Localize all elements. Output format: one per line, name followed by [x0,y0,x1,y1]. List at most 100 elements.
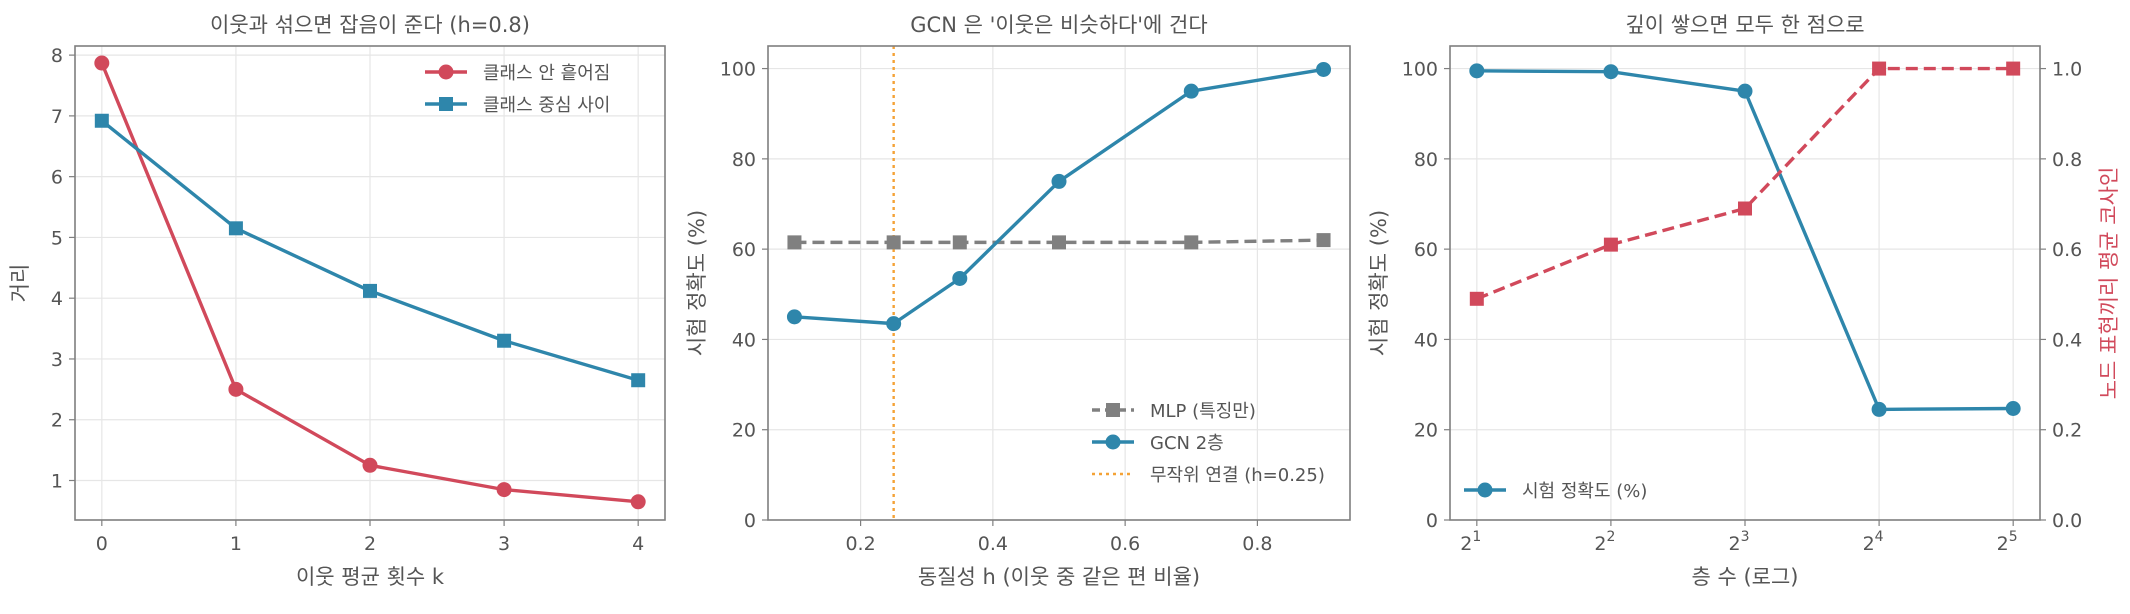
x-tick-label: 25 [1997,529,2018,555]
data-point [228,381,244,397]
y-tick-label: 40 [732,329,756,351]
x-tick-label: 21 [1460,529,1481,555]
y-tick-label: 7 [51,106,63,128]
y-axis-right-label: 노드 표현끼리 평균 코사인 [2097,167,2121,400]
legend-label: MLP (특징만) [1150,401,1256,422]
y-tick-label: 1 [51,471,63,493]
data-point [2006,61,2021,76]
y-tick-label: 2 [51,410,63,432]
data-point [952,270,968,286]
chart-panel-2: 0.2 0.4 0.6 0.8 0 20 40 60 80 100 GCN 은 '이웃은 비슷하다'… [685,13,1351,589]
data-point [886,235,901,250]
y-tick-right-label: 0.8 [2052,149,2082,171]
y-tick-label: 80 [732,149,756,171]
x-tick-label: 3 [498,533,510,555]
data-point [94,55,110,71]
data-point [497,333,512,348]
data-point [1184,235,1199,250]
data-point [1316,61,1332,77]
y-ticks: 0 20 40 60 80 100 [720,59,768,532]
y-tick-label: 3 [51,349,63,371]
plot-frame [767,45,1351,521]
data-point [228,221,243,236]
x-axis-label: 이웃 평균 횟수 k [296,565,445,589]
y-axis-label: 시험 정확도 (%) [1367,210,1391,356]
y-tick-label: 60 [732,239,756,261]
x-ticks: 0 1 2 3 4 [96,520,644,555]
grid [768,46,1350,521]
data-point [362,457,378,473]
y-ticks: 1 2 3 4 5 6 7 8 [51,45,75,493]
y-tick-label: 100 [1402,59,1438,81]
x-ticks: 0.2 0.4 0.6 0.8 [845,520,1273,555]
data-point [1871,401,1887,417]
legend-marker [1105,434,1121,450]
data-point [1316,233,1331,248]
plot-frame [74,45,666,521]
series-line-2 [794,67,1324,326]
x-tick-label: 1 [230,533,242,555]
y-tick-right-label: 0.4 [2052,329,2082,351]
data-point [630,494,646,510]
legend-label: GCN 2층 [1150,433,1224,454]
series-line-1 [794,238,1324,245]
legend-label: 무작위 연결 (h=0.25) [1150,465,1325,486]
x-tick-label: 24 [1863,529,1884,555]
y-tick-label: 6 [51,167,63,189]
x-tick-label: 0.6 [1110,533,1140,555]
legend-marker [1106,403,1120,417]
y-axis-label: 시험 정확도 (%) [685,210,709,356]
y-tick-label: 0 [1426,510,1438,532]
y-tick-right-label: 0.2 [2052,420,2082,442]
chart-title: GCN 은 '이웃은 비슷하다'에 건다 [910,13,1207,37]
plot-frame [1449,45,2041,521]
y-tick-label: 20 [1414,420,1438,442]
y-tick-label: 0 [744,510,756,532]
data-point [1603,64,1619,80]
data-point [1738,201,1752,216]
data-point [786,309,802,325]
y-tick-right-label: 0.6 [2052,239,2082,261]
x-tick-label: 23 [1728,529,1749,555]
y-tick-label: 80 [1414,149,1438,171]
y-tick-label: 60 [1414,239,1438,261]
data-point [2005,400,2021,416]
legend-marker [1477,482,1493,498]
data-point [94,113,109,128]
x-tick-label: 4 [632,533,644,555]
y-tick-right-label: 0.0 [2052,510,2082,532]
y-tick-label: 4 [51,288,63,310]
y-tick-label: 40 [1414,329,1438,351]
x-tick-label: 22 [1594,529,1615,555]
legend-marker [438,64,454,80]
x-tick-label: 0.2 [845,533,875,555]
chart-panel-1: 0 1 2 3 4 1 2 3 4 5 6 7 8 이웃과 섞으면 잡음이 준다 (h=0.8) 이웃 평균… [8,13,666,589]
data-point [1052,235,1066,250]
y-tick-label: 5 [51,227,63,249]
data-point [1603,237,1618,252]
x-tick-label: 0.8 [1242,533,1272,555]
legend-label: 클래스 안 흩어짐 [483,63,610,84]
legend-label: 클래스 중심 사이 [483,95,610,116]
data-point [363,283,377,298]
x-tick-label: 0.4 [978,533,1008,555]
x-axis-label: 층 수 (로그) [1691,565,1798,589]
data-point [787,235,802,250]
x-tick-label: 0 [96,533,108,555]
x-tick-label: 2 [364,533,376,555]
data-point [496,482,512,498]
data-point [1183,83,1199,99]
grid [1450,46,2040,521]
data-point [631,373,646,388]
y-tick-label: 8 [51,45,63,67]
data-point [886,316,902,332]
chart-title: 이웃과 섞으면 잡음이 준다 (h=0.8) [210,13,530,37]
data-point [1051,173,1067,189]
y-ticks: 0 20 40 60 80 100 [1402,59,1450,532]
y-axis-label: 거리 [8,264,32,303]
legend-marker [439,97,453,111]
data-point [1737,83,1753,99]
